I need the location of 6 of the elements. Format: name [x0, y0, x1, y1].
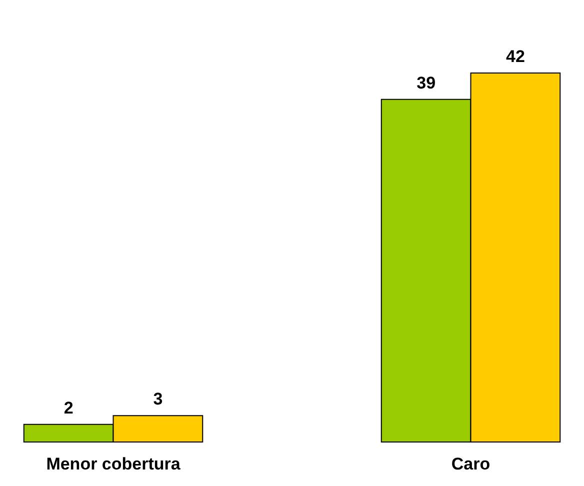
data-label: 2	[64, 398, 74, 418]
data-label: 42	[506, 47, 525, 66]
data-label: 3	[153, 390, 163, 409]
data-label: 39	[416, 73, 436, 92]
x-tick-label: Caro	[451, 454, 490, 474]
x-tick-label: Menor cobertura	[46, 454, 181, 474]
